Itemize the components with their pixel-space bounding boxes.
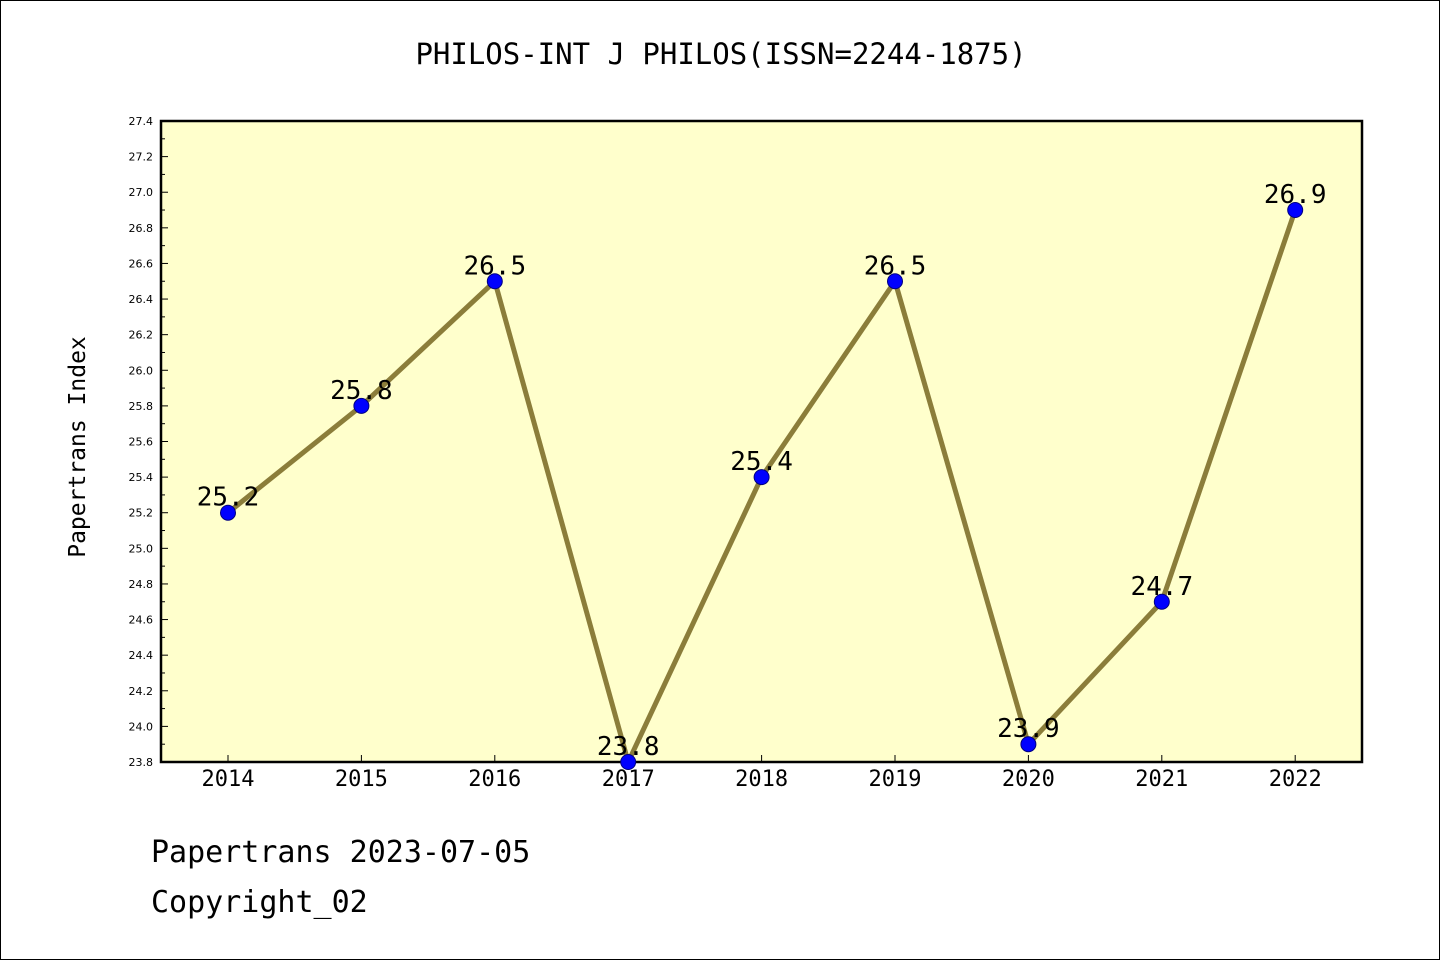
- y-tick-label: 26.4: [129, 293, 154, 306]
- y-tick-label: 26.0: [129, 364, 154, 377]
- y-tick-label: 24.2: [129, 685, 154, 698]
- y-tick-label: 25.2: [129, 507, 154, 520]
- y-axis-ticks: 23.8 24.0 24.2 24.4 24.6 24.8 25.0 25.2 25.4 25.6…: [129, 115, 168, 769]
- y-tick-label: 25.8: [129, 400, 154, 413]
- footer-copyright: Copyright_02: [151, 885, 368, 920]
- x-axis-ticks: 2014 2015 2016 2017 2018 2019 2020 2021 2022: [202, 755, 1322, 792]
- data-points: [220, 202, 1304, 770]
- data-point-marker: [1020, 736, 1037, 753]
- y-tick-label: 24.0: [129, 720, 154, 733]
- y-tick-label: 25.0: [129, 542, 154, 555]
- plot-area: [159, 119, 1364, 764]
- y-tick-label: 27.4: [129, 115, 154, 128]
- y-tick-label: 26.2: [129, 329, 154, 342]
- x-tick-label: 2014: [202, 767, 255, 792]
- data-label: 26.9: [1264, 180, 1327, 210]
- data-label: 25.4: [730, 447, 793, 477]
- data-label: 25.8: [330, 376, 393, 406]
- x-tick-label: 2015: [335, 767, 388, 792]
- data-label: 24.7: [1130, 572, 1193, 602]
- data-point-marker: [1153, 593, 1170, 610]
- data-point-marker: [353, 397, 370, 414]
- y-tick-label: 24.8: [129, 578, 154, 591]
- y-tick-label: 24.4: [129, 649, 154, 662]
- data-point-marker: [887, 273, 903, 290]
- x-tick-label: 2018: [735, 767, 788, 792]
- x-tick-label: 2022: [1269, 767, 1322, 792]
- data-point-marker: [620, 754, 637, 770]
- x-tick-label: 2017: [602, 767, 655, 792]
- y-tick-label: 27.2: [129, 151, 154, 164]
- chart-title: PHILOS-INT J PHILOS(ISSN=2244-1875): [415, 37, 1027, 71]
- data-label: 23.9: [997, 714, 1060, 744]
- x-tick-label: 2020: [1002, 767, 1055, 792]
- data-point-marker: [220, 504, 236, 521]
- y-tick-label: 26.6: [129, 257, 154, 270]
- data-point-marker: [486, 273, 503, 290]
- y-tick-label: 26.8: [129, 222, 154, 235]
- y-tick-label: 23.8: [129, 756, 154, 769]
- data-label: 26.5: [864, 251, 927, 281]
- x-tick-label: 2019: [869, 767, 922, 792]
- data-point-marker: [1287, 202, 1304, 219]
- y-tick-label: 24.6: [129, 614, 154, 627]
- x-tick-label: 2021: [1135, 767, 1188, 792]
- x-tick-label: 2016: [468, 767, 521, 792]
- y-tick-label: 27.0: [129, 186, 154, 199]
- y-tick-label: 25.4: [129, 471, 154, 484]
- data-label: 26.5: [463, 251, 526, 281]
- data-labels: 25.2 25.8 26.5 23.8 25.4 26.5 23.9 24.7 26.9: [197, 180, 1327, 762]
- data-label: 23.8: [597, 732, 660, 762]
- data-point-marker: [753, 469, 770, 486]
- y-tick-label: 25.6: [129, 436, 154, 449]
- footer-date: Papertrans 2023-07-05: [151, 835, 531, 870]
- data-label: 25.2: [197, 483, 260, 513]
